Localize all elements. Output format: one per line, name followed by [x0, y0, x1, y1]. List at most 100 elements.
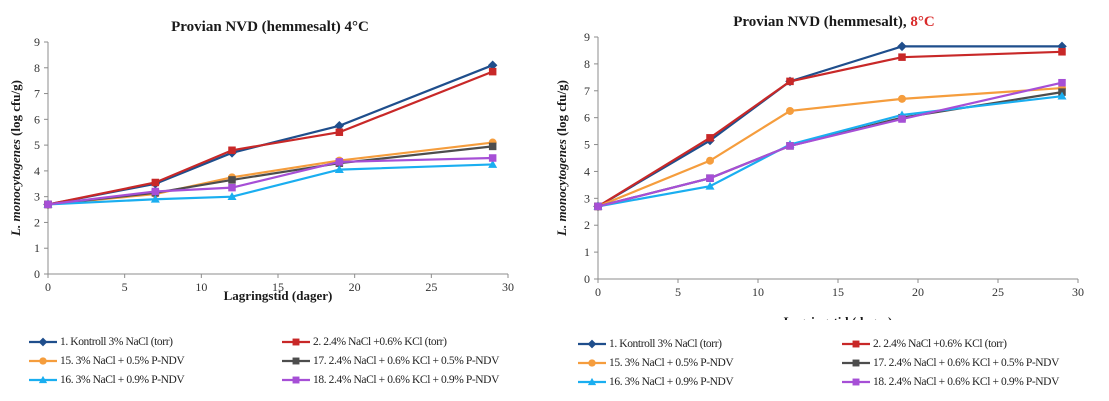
y-axis-label-unit: (log cfu/g)	[8, 80, 23, 139]
x-tick-label: 25	[992, 285, 1004, 299]
data-point	[150, 194, 160, 203]
data-point	[488, 154, 497, 162]
data-point	[1058, 48, 1066, 56]
legend-swatch	[282, 357, 310, 365]
x-tick-label: 20	[349, 280, 361, 294]
series-line-5	[43, 159, 498, 208]
legend-item: 16. 3% NaCl + 0.9% P-NDV	[577, 374, 734, 390]
chart-title-highlight: 8°C	[910, 14, 934, 30]
legend-label: 1. Kontroll 3% NaCl (torr)	[60, 336, 173, 348]
data-point	[335, 128, 344, 136]
legend-swatch	[842, 359, 870, 367]
legend-swatch	[578, 339, 606, 349]
x-tick-label: 5	[122, 280, 128, 294]
legend-swatch	[578, 377, 606, 386]
legend-label: 17. 2.4% NaCl + 0.6% KCl + 0.5% P-NDV	[873, 357, 1059, 369]
data-point	[335, 158, 344, 166]
y-tick-label: 3	[34, 190, 40, 204]
data-point	[151, 187, 160, 196]
legend-marker	[852, 359, 860, 367]
legend-label: 15. 3% NaCl + 0.5% P-NDV	[60, 355, 185, 367]
legend-marker	[38, 337, 48, 347]
series-line-5	[593, 91, 1067, 210]
series-line-1	[593, 41, 1067, 212]
x-tick-label: 10	[752, 285, 764, 299]
data-point	[786, 106, 794, 115]
legend-label: 18. 2.4% NaCl + 0.6% KCl + 0.9% P-NDV	[313, 374, 499, 386]
series-path	[47, 64, 494, 206]
data-point	[488, 159, 498, 168]
legend-marker	[587, 377, 597, 386]
data-point	[706, 156, 714, 165]
series-path	[47, 156, 493, 206]
legend-swatch	[578, 359, 606, 367]
legend-item: 1. Kontroll 3% NaCl (torr)	[28, 334, 173, 350]
series-line-2	[594, 48, 1066, 211]
legend-item: 1. Kontroll 3% NaCl (torr)	[577, 336, 722, 352]
y-tick-label: 9	[34, 35, 40, 49]
y-tick-label: 7	[34, 87, 40, 101]
legend-swatch	[29, 357, 57, 365]
legend-marker	[587, 339, 597, 349]
legend-item: 2. 2.4% NaCl +0.6% KCl (torr)	[841, 336, 1007, 352]
y-tick-label: 2	[584, 218, 590, 232]
series-path	[597, 50, 1063, 208]
y-axis-label: L. monocytogenes (log cfu/g)	[8, 80, 23, 237]
data-point	[334, 165, 344, 173]
y-tick-label: 0	[584, 272, 590, 286]
data-point	[44, 200, 52, 209]
legend-item: 2. 2.4% NaCl +0.6% KCl (torr)	[281, 334, 447, 350]
data-point	[488, 142, 497, 151]
series-path	[597, 45, 1062, 208]
y-tick-label: 3	[584, 191, 590, 205]
x-tick-label: 30	[1072, 285, 1084, 299]
data-point	[898, 53, 906, 61]
data-point	[705, 181, 715, 190]
y-tick-label: 5	[34, 138, 40, 152]
data-point	[228, 176, 236, 184]
x-tick-label: 15	[832, 285, 844, 299]
legend-marker	[38, 375, 48, 384]
data-point	[228, 183, 236, 192]
y-tick-label: 8	[584, 57, 590, 71]
legend-swatch	[29, 337, 57, 347]
legend-label: 1. Kontroll 3% NaCl (torr)	[609, 338, 722, 350]
y-tick-label: 0	[34, 267, 40, 281]
data-point	[897, 41, 907, 52]
charts-canvas: Provian NVD (hemmesalt) 4°C 0 1 2 3 4 5 6 7 8 9 0 5 1…	[8, 14, 1084, 320]
legend-label: 2. 2.4% NaCl +0.6% KCl (torr)	[873, 338, 1007, 350]
legend-label: 18. 2.4% NaCl + 0.6% KCl + 0.9% P-NDV	[873, 376, 1059, 388]
chart-title: Provian NVD (hemmesalt), 8°C	[733, 14, 935, 30]
series-path	[597, 81, 1063, 208]
data-point	[898, 115, 906, 123]
x-axis-label: Lagringstid (dager)	[224, 288, 333, 303]
data-point	[706, 174, 714, 182]
y-axis-label-unit: (log cfu/g)	[554, 80, 569, 139]
chart-title-main: Provian NVD (hemmesalt) 4°C	[171, 19, 369, 35]
data-point	[227, 192, 237, 201]
y-tick-label: 9	[584, 30, 590, 44]
y-tick-label: 7	[584, 84, 590, 98]
legend-item: 17. 2.4% NaCl + 0.6% KCl + 0.5% P-NDV	[281, 353, 499, 369]
legend-label: 16. 3% NaCl + 0.9% P-NDV	[60, 374, 185, 386]
x-tick-label: 0	[45, 280, 51, 294]
chart-title: Provian NVD (hemmesalt) 4°C	[171, 19, 369, 35]
y-tick-label: 4	[584, 164, 590, 178]
data-point	[898, 94, 906, 103]
legend-marker	[852, 340, 860, 348]
x-tick-label: 30	[502, 280, 514, 294]
legend-marker	[39, 357, 47, 365]
series-line-6	[594, 78, 1066, 211]
data-point	[151, 178, 160, 187]
x-tick-label: 20	[912, 285, 924, 299]
data-point	[706, 134, 714, 142]
y-tick-label: 6	[584, 111, 590, 125]
data-point	[594, 202, 602, 211]
series-line-6	[44, 154, 497, 209]
legend-marker	[292, 376, 300, 384]
x-tick-label: 0	[595, 285, 601, 299]
legend-item: 16. 3% NaCl + 0.9% P-NDV	[28, 372, 185, 388]
legend-item: 18. 2.4% NaCl + 0.6% KCl + 0.9% P-NDV	[841, 374, 1059, 390]
legend-marker	[852, 378, 860, 386]
legend-label: 15. 3% NaCl + 0.5% P-NDV	[609, 357, 734, 369]
